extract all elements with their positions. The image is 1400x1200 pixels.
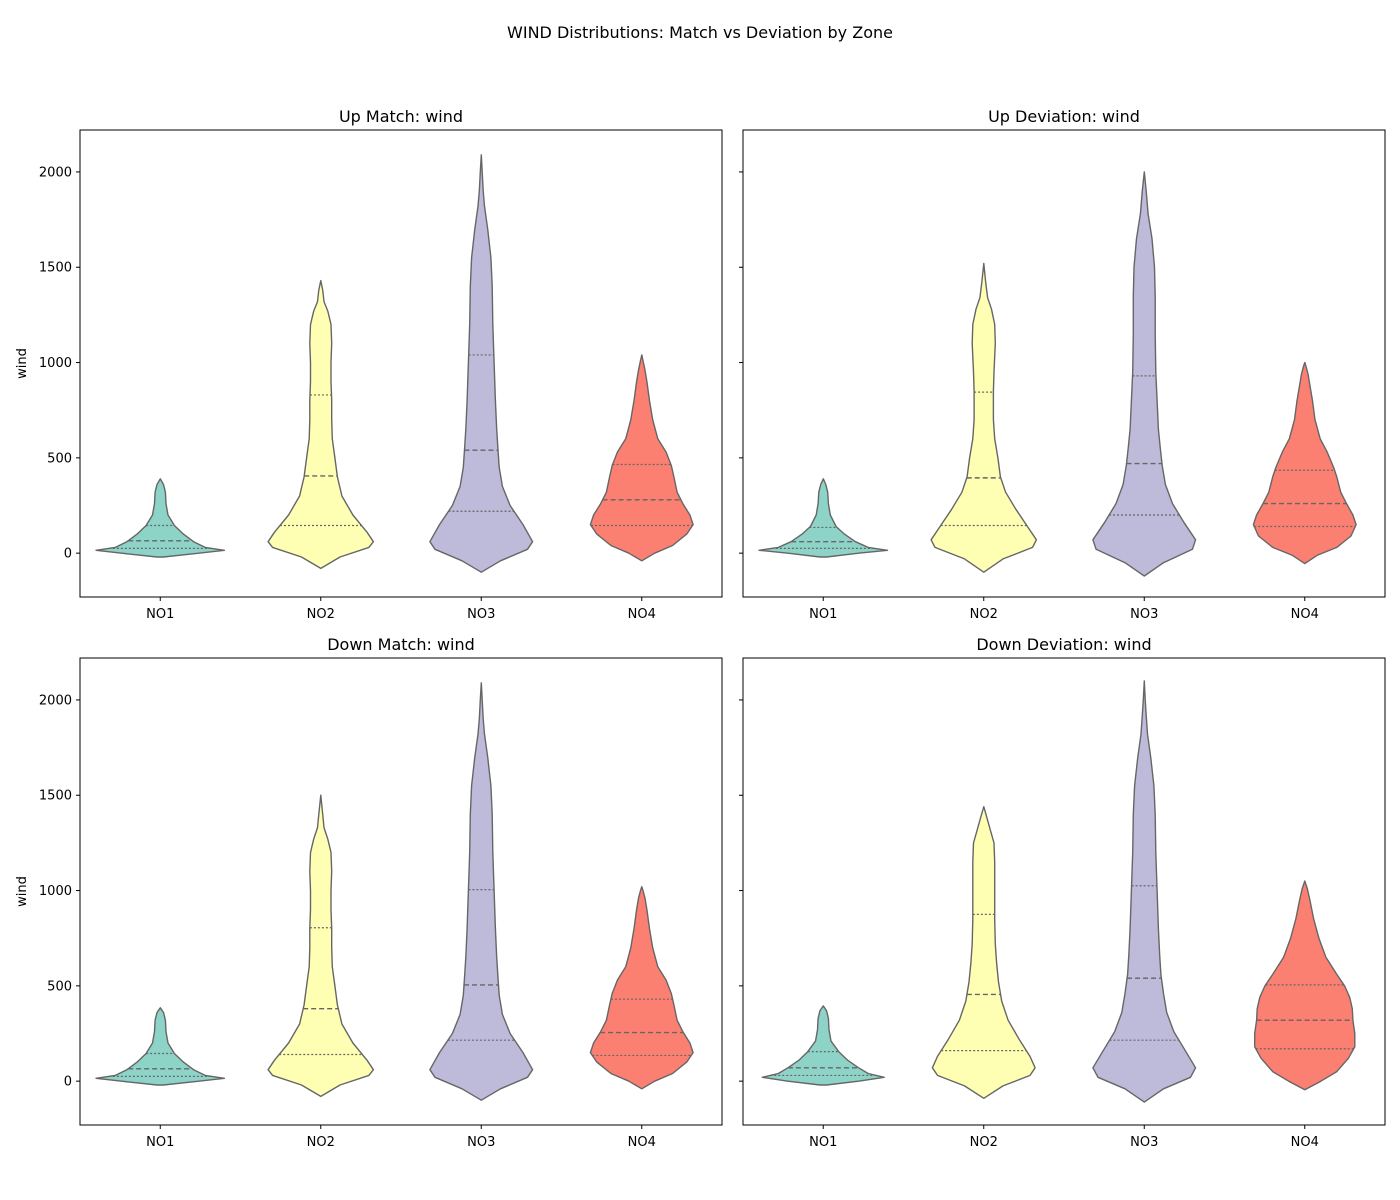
violin-body-NO3 <box>1092 171 1197 577</box>
violin-NO1 <box>95 478 226 558</box>
violin-body-NO4 <box>1252 361 1357 565</box>
x-tick-label: NO1 <box>809 1135 837 1150</box>
violin-body-NO1 <box>95 478 226 558</box>
violin-NO3 <box>429 154 534 573</box>
x-tick-label: NO3 <box>467 607 495 622</box>
y-axis-label: wind <box>15 876 30 907</box>
x-tick-label: NO3 <box>1130 607 1158 622</box>
axes-frame <box>79 657 723 1126</box>
subplot-title: Up Match: wind <box>339 107 463 126</box>
violin-body-NO4 <box>589 886 694 1090</box>
x-tick-label: NO3 <box>1130 1135 1158 1150</box>
violin-NO2 <box>267 794 375 1098</box>
violin-body-NO1 <box>758 478 889 558</box>
subplot-title: Down Deviation: wind <box>976 635 1151 654</box>
violin-NO3 <box>429 682 534 1101</box>
x-tick-label: NO1 <box>146 1135 174 1150</box>
y-tick-label: 500 <box>47 979 72 994</box>
subplot-1: Up Match: wind 0 500 1000 1500 2000 wind NO1 NO2… <box>15 107 723 622</box>
violin-NO1 <box>95 1007 226 1086</box>
y-tick-label: 1500 <box>39 261 72 276</box>
subplot-title: Down Match: wind <box>327 635 475 654</box>
x-tick-label: NO1 <box>146 607 174 622</box>
subplot-4: Down Deviation: wind NO1 NO2 NO3 NO4 <box>739 635 1386 1150</box>
x-tick-label: NO2 <box>970 1135 998 1150</box>
subplot-3: Down Match: wind 0 500 1000 1500 2000 wind NO1 N… <box>15 635 723 1150</box>
violin-NO2 <box>267 279 375 570</box>
violin-NO2 <box>930 262 1038 573</box>
violin-body-NO1 <box>95 1007 226 1086</box>
x-tick-label: NO1 <box>809 607 837 622</box>
violin-NO1 <box>761 1005 885 1086</box>
subplot-title: Up Deviation: wind <box>988 107 1140 126</box>
violin-body-NO2 <box>930 262 1038 573</box>
violin-NO4 <box>589 886 694 1090</box>
x-tick-label: NO3 <box>467 1135 495 1150</box>
violin-NO3 <box>1092 171 1197 577</box>
y-tick-label: 0 <box>64 547 72 562</box>
x-tick-label: NO2 <box>970 607 998 622</box>
y-tick-label: 2000 <box>39 165 72 180</box>
y-tick-label: 1500 <box>39 789 72 804</box>
x-tick-label: NO2 <box>307 1135 335 1150</box>
axes-frame <box>79 129 723 598</box>
x-tick-label: NO4 <box>1291 1135 1319 1150</box>
y-tick-label: 1000 <box>39 884 72 899</box>
violin-body-NO2 <box>267 794 375 1098</box>
y-axis-label: wind <box>15 348 30 379</box>
y-tick-label: 0 <box>64 1075 72 1090</box>
violin-body-NO4 <box>589 354 694 562</box>
violin-NO4 <box>589 354 694 562</box>
x-tick-label: NO2 <box>307 607 335 622</box>
axes-frame <box>742 129 1386 598</box>
violin-body-NO2 <box>931 806 1036 1099</box>
y-tick-label: 1000 <box>39 356 72 371</box>
violin-body-NO3 <box>1092 680 1197 1103</box>
violin-body-NO4 <box>1254 880 1356 1091</box>
violin-NO3 <box>1092 680 1197 1103</box>
violin-NO4 <box>1254 880 1356 1091</box>
violin-NO4 <box>1252 361 1357 565</box>
violin-body-NO3 <box>429 682 534 1101</box>
y-tick-label: 500 <box>47 451 72 466</box>
y-tick-label: 2000 <box>39 693 72 708</box>
x-tick-label: NO4 <box>628 1135 656 1150</box>
subplot-2: Up Deviation: wind NO1 NO2 NO3 NO4 <box>739 107 1386 622</box>
x-tick-label: NO4 <box>1291 607 1319 622</box>
axes-frame <box>742 657 1386 1126</box>
x-tick-label: NO4 <box>628 607 656 622</box>
violin-NO1 <box>758 478 889 558</box>
violin-NO2 <box>931 806 1036 1099</box>
violin-body-NO1 <box>761 1005 885 1086</box>
violin-body-NO2 <box>267 279 375 570</box>
violin-body-NO3 <box>429 154 534 573</box>
figure-title: WIND Distributions: Match vs Deviation b… <box>507 23 893 42</box>
